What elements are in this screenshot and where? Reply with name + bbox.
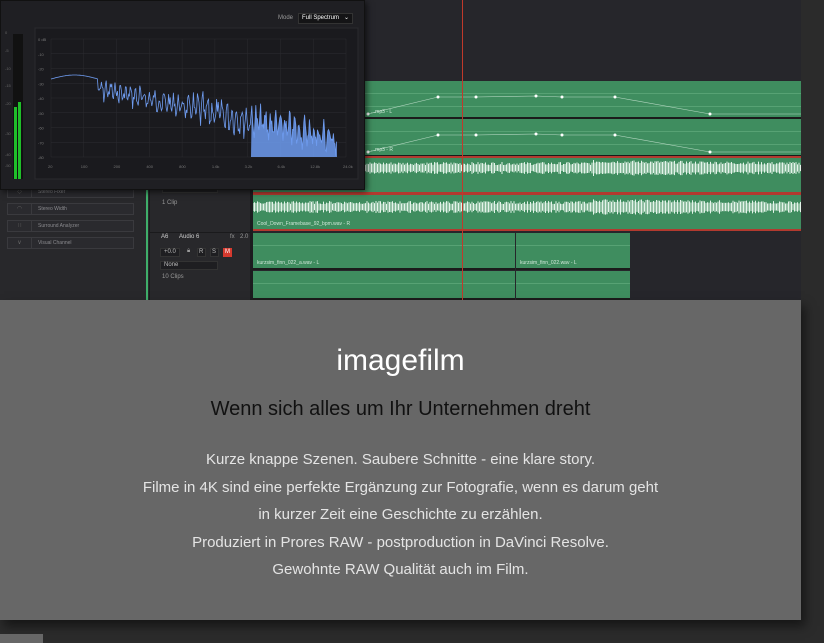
freq-label: 24.0k <box>343 164 353 169</box>
fx-stereo-width: ◠ Stereo Width <box>7 203 134 215</box>
freq-label: 6.4k <box>277 164 285 169</box>
davinci-resolve-screenshot: ◇ Stereo Fixer ◠ Stereo Width ∷ Surround An… <box>0 0 801 300</box>
content-card: imagefilm Wenn sich alles um Ihr Unterne… <box>0 300 801 620</box>
freq-label: 3.2k <box>245 164 253 169</box>
subtitle: Wenn sich alles um Ihr Unternehmen dreht <box>210 398 591 420</box>
db-label: -20 <box>38 67 45 72</box>
chevron-down-icon: ⌄ <box>343 15 349 21</box>
db-label: -70 <box>38 140 45 145</box>
freq-label: 800 <box>179 164 186 169</box>
page-title: imagefilm <box>336 344 465 377</box>
db-label: -30 <box>38 81 45 86</box>
track6-volume: +0.0 <box>160 248 180 257</box>
meter-label: -10 <box>5 66 12 71</box>
surround-icon: ∷ <box>8 221 32 231</box>
meter-label: -15 <box>5 83 12 88</box>
fx-surround-analyzer: ∷ Surround Analyzer <box>7 220 134 232</box>
description-line: Gewohnte RAW Qualität auch im Film. <box>272 561 529 578</box>
db-label: -80 <box>38 155 45 160</box>
clip-kurz-a-l: kurzsim_finn_022_a.wav - L <box>253 233 515 270</box>
description-line: in kurzer Zeit eine Geschichte zu erzähl… <box>258 506 543 523</box>
db-label: -50 <box>38 111 45 116</box>
db-label: -60 <box>38 126 45 131</box>
stereo-fixer-icon: ◇ <box>8 187 32 197</box>
freq-label: 100 <box>81 164 88 169</box>
meter-label: 0 <box>5 30 8 35</box>
db-label: -10 <box>38 52 45 57</box>
spectrum-fill <box>251 103 337 157</box>
db-label: 0 dB <box>38 37 47 42</box>
stereo-width-icon: ◠ <box>8 204 32 214</box>
fx-vocal-channel: ∨ Visual Channel <box>7 237 134 249</box>
record-arm-button: R <box>197 248 206 257</box>
frequency-analyzer-panel: Mode Full Spectrum ⌄ 0 dB -10 -20 -30 -40 -50-… <box>0 0 365 190</box>
clip-kurz-a-r <box>253 271 515 300</box>
mute-button: M <box>223 248 232 257</box>
freq-label: 12.8k <box>310 164 320 169</box>
clip-cooldown-r: Cool_Down_Framebase_92_bpm.wav - R <box>253 193 801 231</box>
meter-label: -20 <box>5 101 12 106</box>
vocal-icon: ∨ <box>8 238 32 248</box>
track6-level: 2.0 <box>240 234 249 240</box>
solo-button: S <box>210 248 219 257</box>
description-line: Filme in 4K sind eine perfekte Ergänzung… <box>142 478 659 496</box>
db-label: -40 <box>38 96 45 101</box>
meter-label: -5 <box>5 48 9 53</box>
clip-kurz-r <box>516 271 630 300</box>
track6-id: A6 <box>161 234 169 240</box>
track6-dropdown: None <box>160 261 218 270</box>
freq-label: 1.6k <box>212 164 220 169</box>
freq-label: 20 <box>48 164 53 169</box>
lock-icon: 🔒︎ <box>187 248 191 254</box>
meter-label: -40 <box>5 152 12 157</box>
description-line: Kurze knappe Szenen. Saubere Schnitte - … <box>205 451 596 468</box>
freq-label: 400 <box>146 164 153 169</box>
meter-label: -50 <box>5 163 12 168</box>
playhead[interactable] <box>462 0 463 300</box>
footer-tab <box>0 634 43 643</box>
description-line: Produziert in Prores RAW - postproductio… <box>192 533 609 551</box>
mode-label: Mode <box>278 15 294 21</box>
freq-label: 200 <box>114 164 121 169</box>
level-meter-l <box>14 107 17 179</box>
track6-fx: fx <box>230 234 235 240</box>
track5-clip-count: 1 Clip <box>162 200 178 206</box>
track6-name: Audio 6 <box>179 234 200 240</box>
track6-clip-count: 10 Clips <box>162 274 184 280</box>
description: Kurze knappe Szenen. Saubere Schnitte - … <box>0 446 801 584</box>
meter-label: -30 <box>5 131 12 136</box>
green-divider <box>146 190 148 300</box>
mode-dropdown[interactable]: Full Spectrum ⌄ <box>298 13 353 24</box>
level-meter-r <box>18 102 21 179</box>
clip-kurz-l: kurzsim_finn_022.wav - L <box>516 233 630 270</box>
